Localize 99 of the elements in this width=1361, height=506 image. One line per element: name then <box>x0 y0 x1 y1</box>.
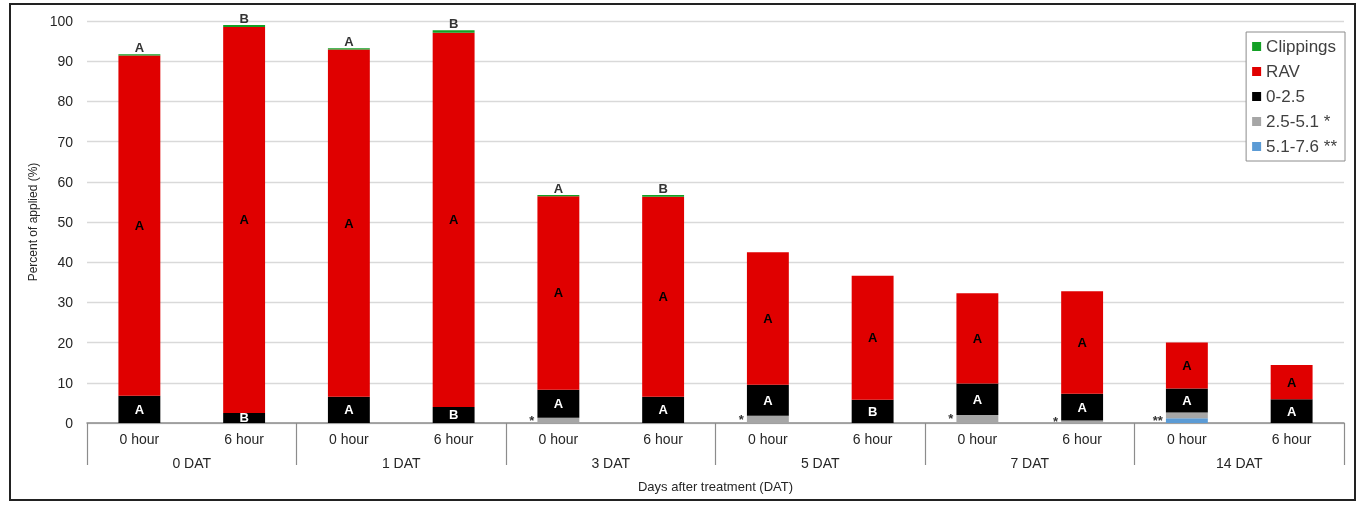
x-tick-label: 6 hour <box>1271 431 1312 447</box>
text: 5 DAT <box>800 455 841 471</box>
data-label: A <box>1182 392 1193 408</box>
legend-label: Clippings <box>1266 37 1337 56</box>
x-tick-label: 0 hour <box>538 431 579 447</box>
x-tick-label: 0 hour <box>957 431 998 447</box>
x-tick-label: 6 hour <box>852 431 893 447</box>
data-label: B <box>239 11 249 27</box>
bar <box>746 384 789 416</box>
data-label: A <box>867 330 878 346</box>
data-label: A <box>134 218 145 234</box>
bar <box>432 32 475 407</box>
y-tick-label: 20 <box>57 334 74 351</box>
x-tick-label: 6 hour <box>1062 431 1103 447</box>
data-label: ** <box>1152 413 1164 429</box>
data-label: A <box>763 392 774 408</box>
data-label: B <box>448 16 459 32</box>
bar <box>1165 418 1208 423</box>
bar <box>851 399 894 423</box>
data-label: A <box>1182 358 1193 374</box>
x-tick-label: 0 hour <box>1167 431 1208 447</box>
data-label: * <box>1053 414 1060 430</box>
x-tick-label: 0 hour <box>329 431 370 447</box>
x-tick-label: 6 hour <box>643 431 684 447</box>
data-label: * <box>948 411 955 427</box>
bar <box>223 27 266 413</box>
bar <box>223 25 266 28</box>
y-tick-label: 50 <box>57 214 74 230</box>
bar <box>537 389 580 418</box>
x-axis-title: Days after treatment (DAT) <box>637 479 794 494</box>
data-label: A <box>553 396 564 412</box>
legend-label: 5.1-7.6 ** <box>1266 137 1338 156</box>
text: 3 DAT <box>591 455 631 471</box>
text: 0 DAT <box>172 455 212 471</box>
data-label: A <box>344 34 355 50</box>
data-label: A <box>1077 334 1088 350</box>
bar <box>1270 365 1313 400</box>
legend-label: 2.5-5.1 * <box>1266 112 1331 131</box>
data-label: A <box>658 289 669 305</box>
bar <box>642 396 685 423</box>
y-tick-label: 100 <box>49 13 74 29</box>
bar <box>327 396 370 423</box>
x-tick-label: 6 hour <box>224 431 265 447</box>
data-label: A <box>134 401 145 417</box>
bar <box>1165 388 1208 413</box>
data-label: A <box>553 285 564 301</box>
text: 7 DAT <box>1010 455 1050 471</box>
y-axis-title: Percent of applied (%) <box>25 162 40 282</box>
x-tick-label: 6 hour <box>433 431 474 447</box>
bar <box>1061 393 1104 421</box>
bar <box>1165 342 1208 389</box>
data-label: B <box>239 410 249 426</box>
bar <box>746 415 789 423</box>
data-label: A <box>1286 374 1297 390</box>
bar <box>537 417 580 423</box>
bar <box>537 196 580 390</box>
bar <box>746 252 789 385</box>
y-tick-label: 30 <box>57 294 74 311</box>
y-tick-label: 80 <box>57 93 74 110</box>
bar <box>851 275 894 400</box>
data-label: A <box>553 181 564 197</box>
y-tick-label: 60 <box>57 173 74 190</box>
bar <box>956 414 999 423</box>
y-tick-label: 40 <box>57 254 74 271</box>
text: 1 DAT <box>381 455 422 471</box>
data-label: A <box>239 212 250 228</box>
bar <box>956 293 999 384</box>
y-tick-label: 10 <box>57 374 74 391</box>
data-label: A <box>1286 403 1297 419</box>
bar <box>432 30 475 33</box>
bar <box>118 395 161 423</box>
data-label: A <box>1077 399 1088 415</box>
data-label: B <box>658 181 668 197</box>
x-tick-label: 0 hour <box>748 431 789 447</box>
data-label: A <box>763 310 774 326</box>
legend-label: 0-2.5 <box>1266 87 1305 106</box>
data-label: A <box>972 391 983 407</box>
y-tick-label: 70 <box>57 133 74 150</box>
data-label: B <box>448 407 459 423</box>
bar <box>642 196 685 397</box>
bar <box>1061 291 1104 394</box>
x-tick-label: 0 hour <box>119 431 160 447</box>
data-label: * <box>738 411 745 427</box>
data-label: A <box>972 330 983 346</box>
data-label: A <box>658 402 669 418</box>
data-label: A <box>134 40 145 56</box>
bar <box>327 49 370 397</box>
y-tick-label: 90 <box>57 53 74 70</box>
legend-label: RAV <box>1266 62 1301 81</box>
bar <box>118 55 161 396</box>
bar <box>1270 399 1313 423</box>
data-label: A <box>344 215 355 231</box>
data-label: B <box>867 403 878 419</box>
data-label: A <box>448 212 459 228</box>
data-label: * <box>529 412 536 428</box>
text: 14 DAT <box>1216 455 1263 471</box>
y-tick-label: 0 <box>65 415 74 431</box>
data-label: A <box>344 402 355 418</box>
bar <box>956 383 999 415</box>
